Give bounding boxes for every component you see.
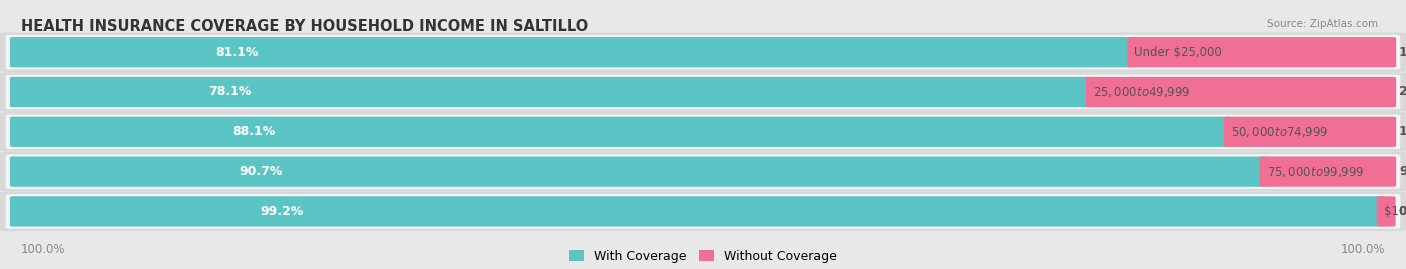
Text: 90.7%: 90.7% bbox=[239, 165, 283, 178]
Text: 21.9%: 21.9% bbox=[1399, 86, 1406, 98]
Text: 100.0%: 100.0% bbox=[1340, 243, 1385, 256]
Text: $25,000 to $49,999: $25,000 to $49,999 bbox=[1092, 85, 1191, 99]
Text: Under $25,000: Under $25,000 bbox=[1135, 46, 1222, 59]
Text: $100,000 and over: $100,000 and over bbox=[1384, 205, 1406, 218]
Text: 9.3%: 9.3% bbox=[1399, 165, 1406, 178]
Text: 100.0%: 100.0% bbox=[21, 243, 66, 256]
Text: Source: ZipAtlas.com: Source: ZipAtlas.com bbox=[1267, 19, 1378, 29]
Text: 99.2%: 99.2% bbox=[260, 205, 304, 218]
Legend: With Coverage, Without Coverage: With Coverage, Without Coverage bbox=[569, 250, 837, 263]
Text: 88.1%: 88.1% bbox=[232, 125, 276, 138]
Text: 0.76%: 0.76% bbox=[1399, 205, 1406, 218]
Text: $50,000 to $74,999: $50,000 to $74,999 bbox=[1230, 125, 1329, 139]
Text: $75,000 to $99,999: $75,000 to $99,999 bbox=[1267, 165, 1364, 179]
Text: HEALTH INSURANCE COVERAGE BY HOUSEHOLD INCOME IN SALTILLO: HEALTH INSURANCE COVERAGE BY HOUSEHOLD I… bbox=[21, 19, 588, 34]
Text: 11.9%: 11.9% bbox=[1399, 125, 1406, 138]
Text: 78.1%: 78.1% bbox=[208, 86, 252, 98]
Text: 18.9%: 18.9% bbox=[1399, 46, 1406, 59]
Text: 81.1%: 81.1% bbox=[215, 46, 259, 59]
